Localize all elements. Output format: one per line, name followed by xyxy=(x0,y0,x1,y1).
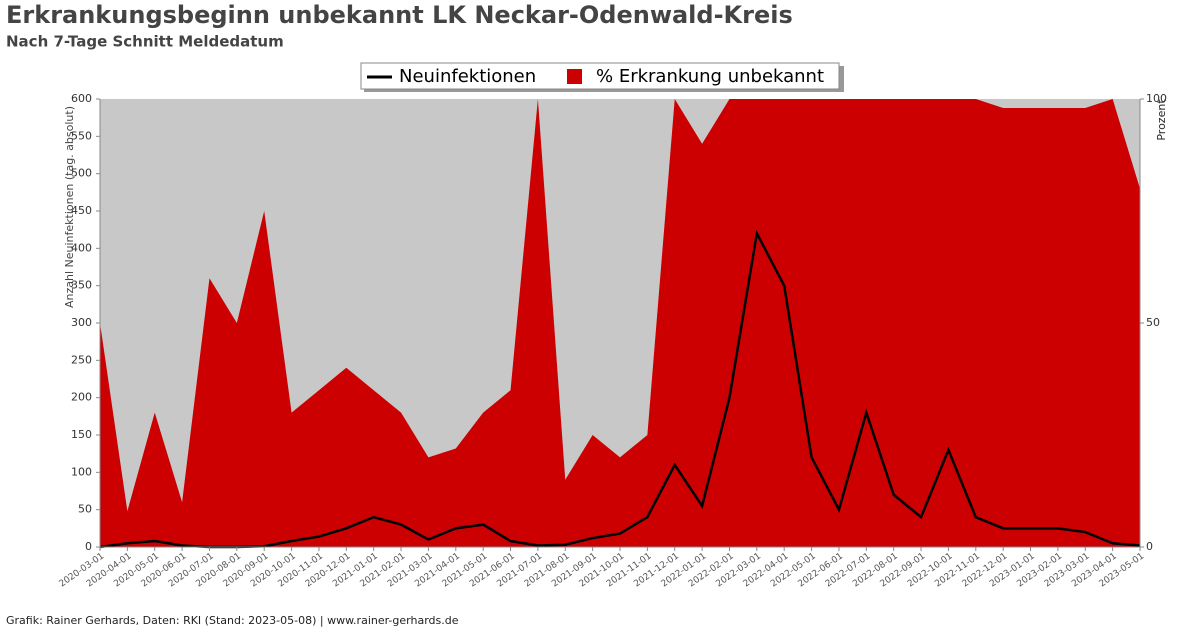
y-tick-label: 0 xyxy=(85,540,92,553)
y-tick-label: 250 xyxy=(71,353,92,366)
y2-axis-label: Prozent xyxy=(1155,99,1168,141)
y-tick-label: 50 xyxy=(78,503,92,516)
y-tick-label: 300 xyxy=(71,316,92,329)
y2-tick-label: 100 xyxy=(1146,92,1167,105)
legend-swatch xyxy=(567,69,582,84)
y-tick-label: 150 xyxy=(71,428,92,441)
chart-subtitle: Nach 7-Tage Schnitt Meldedatum xyxy=(6,33,284,51)
y-tick-label: 200 xyxy=(71,391,92,404)
legend-label: % Erkrankung unbekannt xyxy=(596,66,824,87)
legend-label: Neuinfektionen xyxy=(399,66,536,87)
y-axis-label: Anzahl Neuinfektionen (tag. absolut) xyxy=(63,106,76,308)
y-tick-label: 400 xyxy=(71,241,92,254)
y-tick-label: 450 xyxy=(71,204,92,217)
y-tick-label: 550 xyxy=(71,129,92,142)
y2-tick-label: 50 xyxy=(1146,316,1160,329)
footer: Grafik: Rainer Gerhards, Daten: RKI (Sta… xyxy=(6,614,459,627)
y-tick-label: 350 xyxy=(71,279,92,292)
y2-tick-label: 0 xyxy=(1146,540,1153,553)
y-tick-label: 100 xyxy=(71,465,92,478)
y-tick-label: 500 xyxy=(71,167,92,180)
chart-title: Erkrankungsbeginn unbekannt LK Neckar-Od… xyxy=(6,1,793,29)
area xyxy=(100,99,1140,547)
line xyxy=(99,229,1141,549)
legend-box xyxy=(360,62,840,90)
y-tick-label: 600 xyxy=(71,92,92,105)
